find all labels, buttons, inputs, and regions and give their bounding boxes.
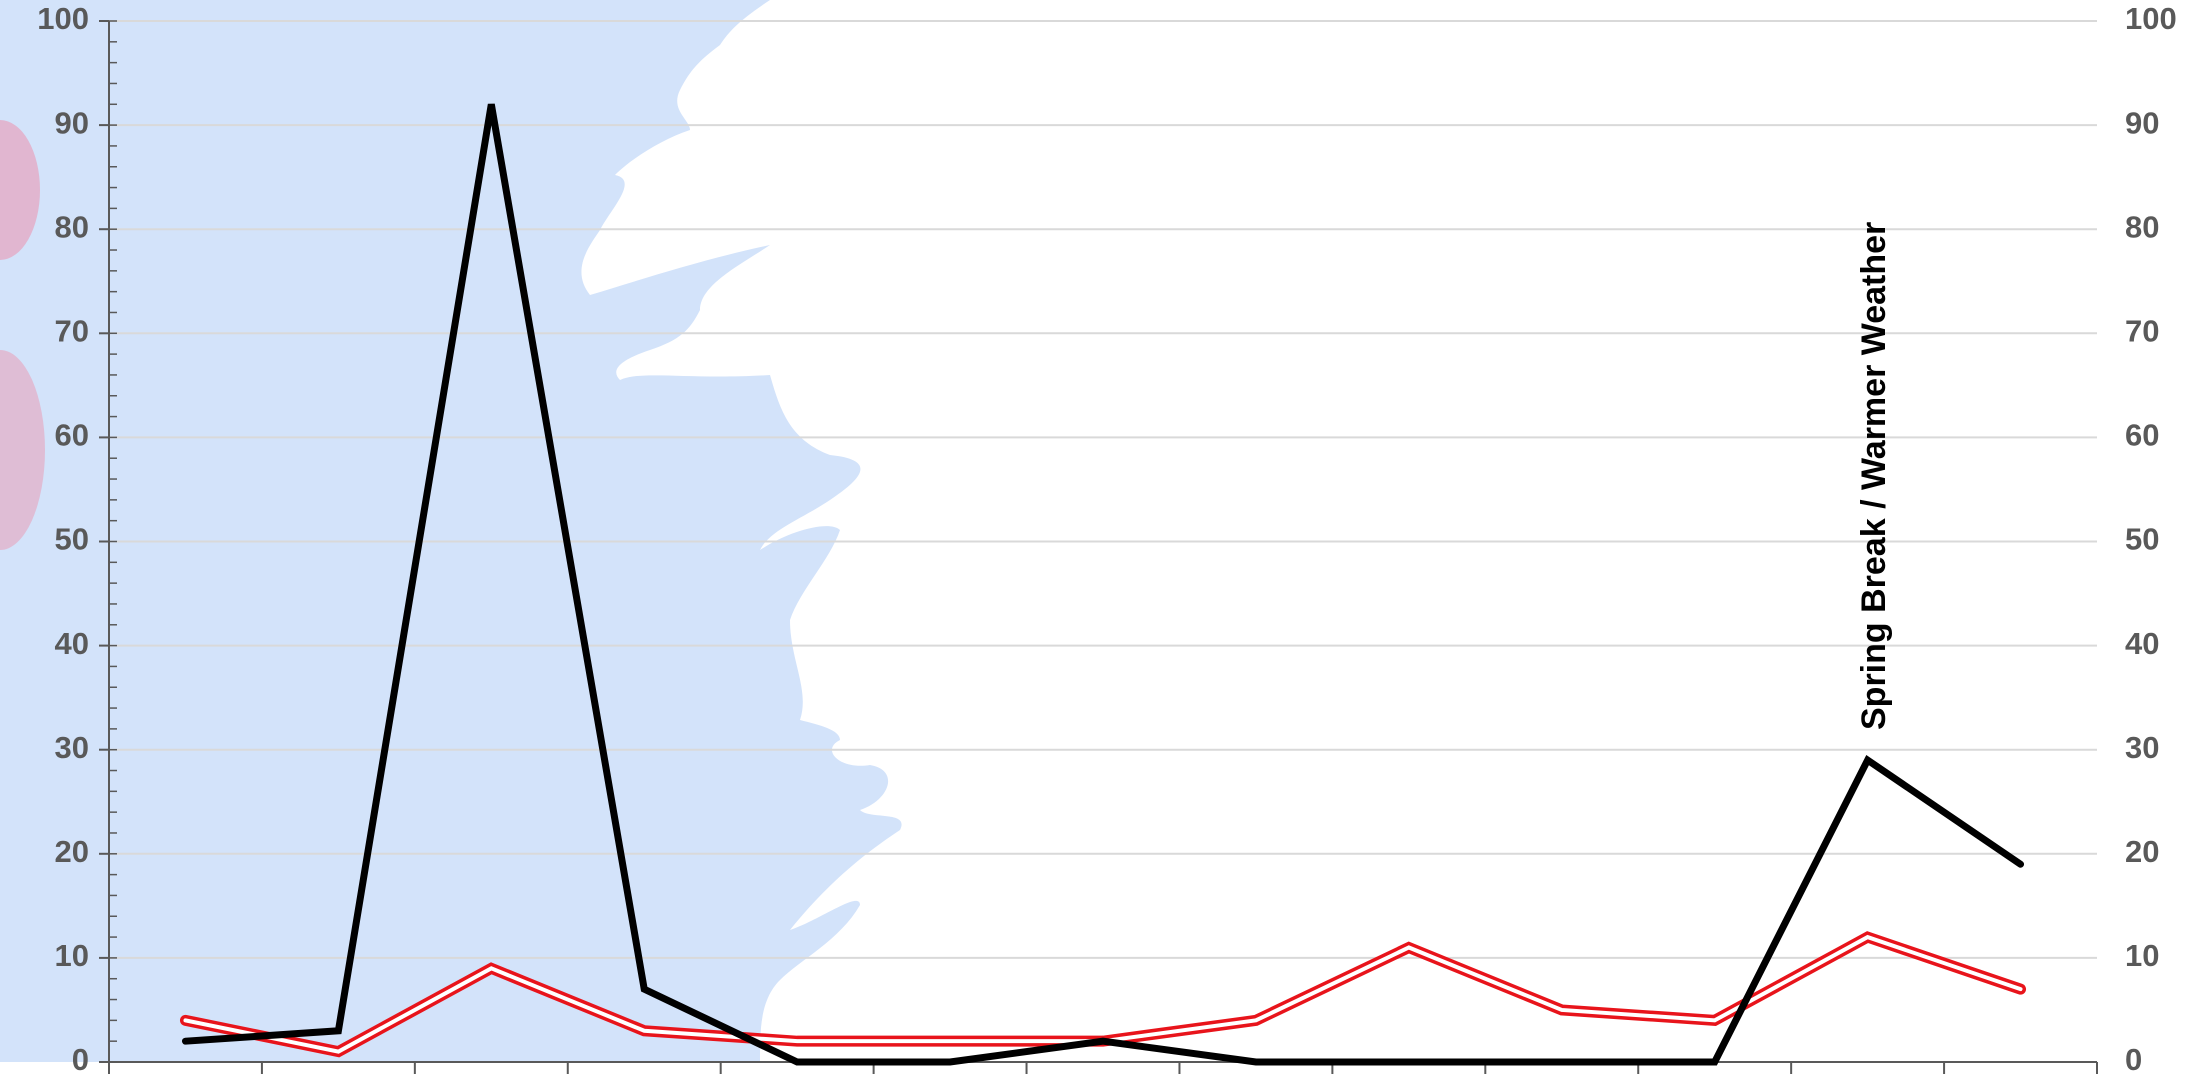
annotation: Spring Break / Warmer Weather xyxy=(1855,222,1893,730)
y2-tick-label: 100 xyxy=(2125,1,2177,36)
y2-tick-label: 80 xyxy=(2125,209,2159,244)
chart: Spring Break / Warmer Weather 0 10 20 30 40 5… xyxy=(0,0,2200,1079)
y2-tick-label: 50 xyxy=(2125,522,2159,557)
y-tick-label: 60 xyxy=(55,418,89,453)
y-tick-label: 100 xyxy=(37,1,89,36)
y-tick-label: 50 xyxy=(55,522,89,557)
y-tick-label: 0 xyxy=(72,1042,89,1077)
y-tick-label: 70 xyxy=(55,313,89,348)
y-tick-label: 90 xyxy=(55,105,89,140)
page: {"chart_data": {"type": "line", "annotat… xyxy=(0,0,2200,1079)
y-tick-label: 80 xyxy=(55,209,89,244)
y2-tick-label: 60 xyxy=(2125,418,2159,453)
y-tick-label: 40 xyxy=(55,626,89,661)
y-tick-label: 30 xyxy=(55,730,89,765)
y-tick-label: 10 xyxy=(55,938,89,973)
y2-tick-label: 70 xyxy=(2125,313,2159,348)
y2-tick-label: 90 xyxy=(2125,105,2159,140)
y2-tick-label: 10 xyxy=(2125,938,2159,973)
y2-tick-label: 0 xyxy=(2125,1042,2142,1077)
y2-tick-label: 40 xyxy=(2125,626,2159,661)
y-tick-label: 20 xyxy=(55,834,89,869)
y2-tick-label: 30 xyxy=(2125,730,2159,765)
background-shape xyxy=(0,0,902,1062)
y2-tick-label: 20 xyxy=(2125,834,2159,869)
